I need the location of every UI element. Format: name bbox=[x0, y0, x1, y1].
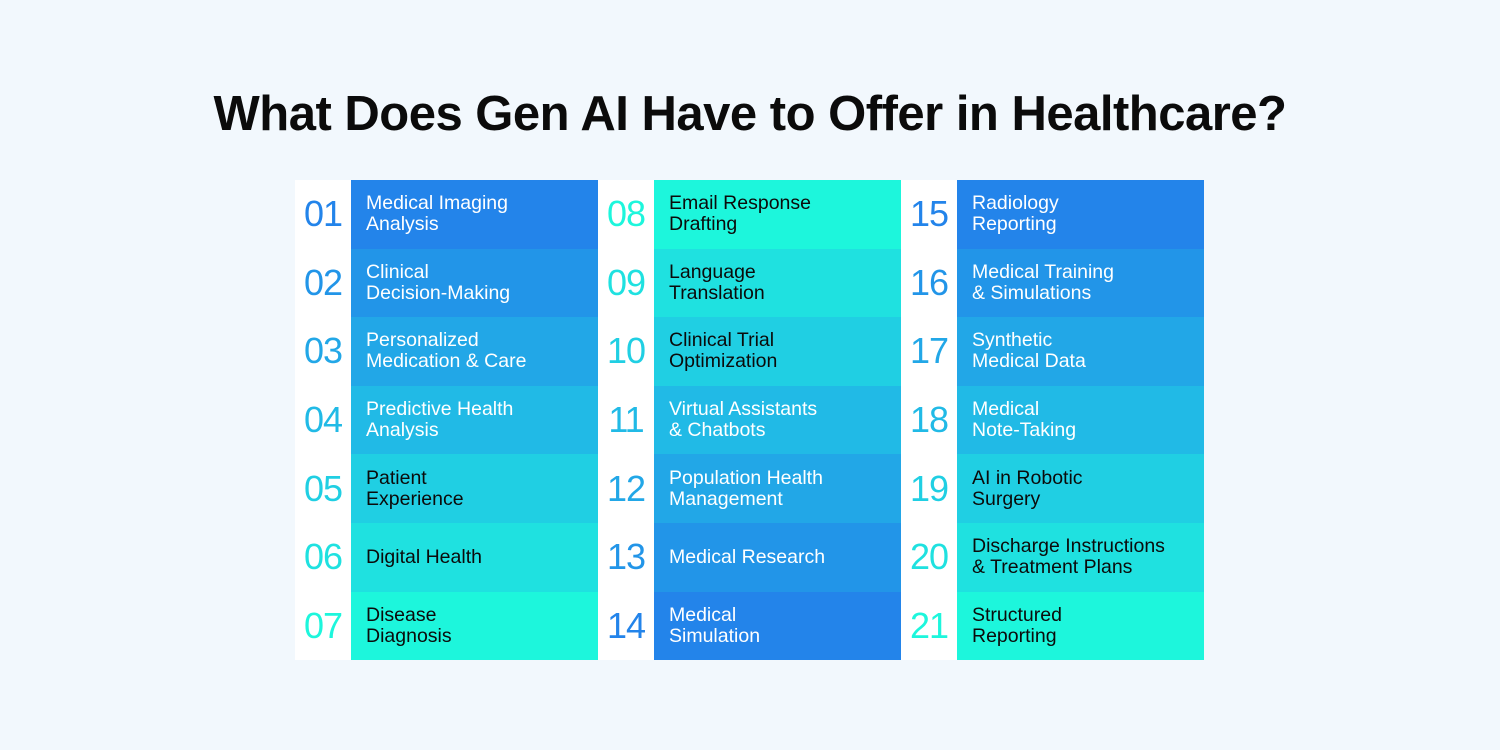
item-number: 20 bbox=[901, 522, 957, 592]
item-label: Digital Health bbox=[351, 522, 598, 592]
item-number: 01 bbox=[295, 180, 351, 249]
item-number: 03 bbox=[295, 317, 351, 386]
column-1: 01 Medical Imaging Analysis 02 Clinical Dec… bbox=[295, 180, 598, 661]
item-label: Medical Training & Simulations bbox=[957, 248, 1204, 318]
item-number: 13 bbox=[598, 522, 654, 592]
item-number: 02 bbox=[295, 248, 351, 318]
list-item: 13 Medical Research bbox=[598, 522, 901, 592]
list-item: 19 AI in Robotic Surgery bbox=[901, 454, 1204, 523]
item-label: Predictive Health Analysis bbox=[351, 385, 598, 455]
item-number: 11 bbox=[598, 385, 654, 455]
list-item: 02 Clinical Decision-Making bbox=[295, 248, 598, 318]
list-item: 14 Medical Simulation bbox=[598, 591, 901, 661]
item-label: Clinical Trial Optimization bbox=[654, 317, 901, 386]
item-number: 04 bbox=[295, 385, 351, 455]
item-label: Disease Diagnosis bbox=[351, 591, 598, 661]
item-label: Medical Research bbox=[654, 522, 901, 592]
item-label: Virtual Assistants & Chatbots bbox=[654, 385, 901, 455]
list-item: 11 Virtual Assistants & Chatbots bbox=[598, 385, 901, 455]
item-label: Synthetic Medical Data bbox=[957, 317, 1204, 386]
use-case-board: 01 Medical Imaging Analysis 02 Clinical Dec… bbox=[295, 180, 1204, 661]
list-item: 08 Email Response Drafting bbox=[598, 180, 901, 249]
item-number: 10 bbox=[598, 317, 654, 386]
item-label: Population Health Management bbox=[654, 454, 901, 523]
item-number: 21 bbox=[901, 591, 957, 661]
list-item: 20 Discharge Instructions & Treatment Pla… bbox=[901, 522, 1204, 592]
item-label: Personalized Medication & Care bbox=[351, 317, 598, 386]
item-label: AI in Robotic Surgery bbox=[957, 454, 1204, 523]
item-label: Radiology Reporting bbox=[957, 180, 1204, 249]
column-2: 08 Email Response Drafting 09 Language Tran… bbox=[598, 180, 901, 661]
list-item: 09 Language Translation bbox=[598, 248, 901, 318]
item-number: 16 bbox=[901, 248, 957, 318]
list-item: 07 Disease Diagnosis bbox=[295, 591, 598, 661]
item-label: Patient Experience bbox=[351, 454, 598, 523]
list-item: 03 Personalized Medication & Care bbox=[295, 317, 598, 386]
list-item: 01 Medical Imaging Analysis bbox=[295, 180, 598, 249]
list-item: 17 Synthetic Medical Data bbox=[901, 317, 1204, 386]
column-3: 15 Radiology Reporting 16 Medical Training … bbox=[901, 180, 1204, 661]
item-label: Structured Reporting bbox=[957, 591, 1204, 661]
item-number: 09 bbox=[598, 248, 654, 318]
list-item: 15 Radiology Reporting bbox=[901, 180, 1204, 249]
item-number: 19 bbox=[901, 454, 957, 523]
item-label: Language Translation bbox=[654, 248, 901, 318]
item-label: Discharge Instructions & Treatment Plans bbox=[957, 522, 1204, 592]
list-item: 06 Digital Health bbox=[295, 522, 598, 592]
list-item: 16 Medical Training & Simulations bbox=[901, 248, 1204, 318]
item-number: 08 bbox=[598, 180, 654, 249]
item-number: 05 bbox=[295, 454, 351, 523]
page-title: What Does Gen AI Have to Offer in Health… bbox=[213, 87, 1287, 141]
item-number: 18 bbox=[901, 385, 957, 455]
item-label: Email Response Drafting bbox=[654, 180, 901, 249]
item-label: Medical Note-Taking bbox=[957, 385, 1204, 455]
list-item: 21 Structured Reporting bbox=[901, 591, 1204, 661]
list-item: 05 Patient Experience bbox=[295, 454, 598, 523]
item-label: Medical Imaging Analysis bbox=[351, 180, 598, 249]
list-item: 12 Population Health Management bbox=[598, 454, 901, 523]
list-item: 10 Clinical Trial Optimization bbox=[598, 317, 901, 386]
item-label: Clinical Decision-Making bbox=[351, 248, 598, 318]
item-number: 06 bbox=[295, 522, 351, 592]
list-item: 18 Medical Note-Taking bbox=[901, 385, 1204, 455]
item-number: 07 bbox=[295, 591, 351, 661]
item-label: Medical Simulation bbox=[654, 591, 901, 661]
item-number: 15 bbox=[901, 180, 957, 249]
item-number: 14 bbox=[598, 591, 654, 661]
list-item: 04 Predictive Health Analysis bbox=[295, 385, 598, 455]
item-number: 12 bbox=[598, 454, 654, 523]
item-number: 17 bbox=[901, 317, 957, 386]
